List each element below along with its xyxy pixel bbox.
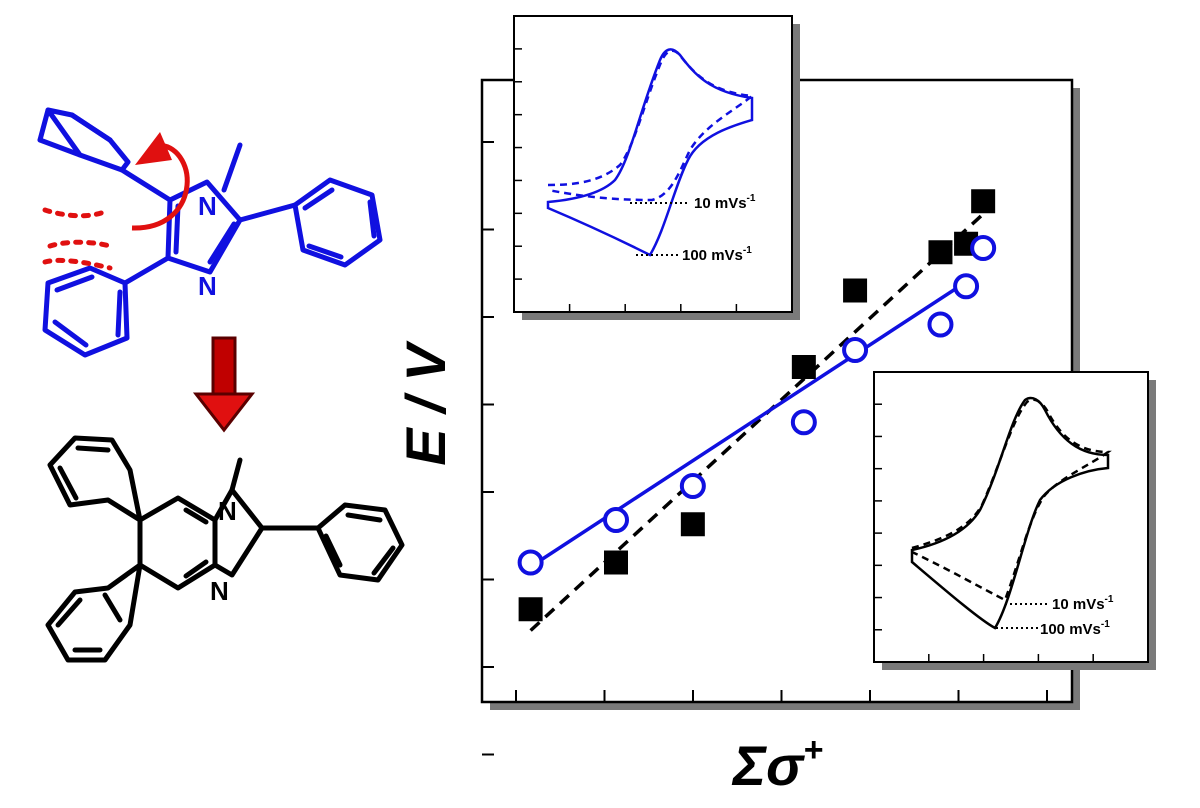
- inset-blue-label-10: 10 mVs-1: [694, 193, 756, 212]
- inset-blue-ticks: [514, 48, 738, 312]
- y-axis-title: E / V: [394, 340, 457, 466]
- square-point-0: [518, 597, 543, 622]
- bottom-atom-n2: N: [210, 576, 229, 606]
- main-chart-ticks: [482, 141, 1048, 756]
- square-point-5: [928, 240, 953, 265]
- circle-point-0: [517, 549, 544, 576]
- top-molecule: [37, 107, 383, 358]
- cv-blue-10: [547, 49, 756, 202]
- y-axis-title-text: E / V: [394, 340, 457, 466]
- top-atom-n2: N: [198, 271, 217, 301]
- inset-blue-frame: [513, 15, 793, 313]
- inset-black-ticks: [874, 403, 1094, 662]
- bottom-molecule: [45, 435, 405, 663]
- rotation-arrow: [131, 132, 190, 231]
- x-axis-title-main: Σσ: [731, 734, 805, 797]
- circle-point-4: [842, 337, 869, 363]
- circle-point-5: [927, 311, 954, 338]
- x-axis-title-sup: +: [803, 731, 823, 769]
- main-chart-points: [517, 189, 997, 622]
- x-axis-title: Σσ+: [731, 731, 823, 797]
- square-point-2: [680, 512, 705, 537]
- inset-black-cv: 10 mVs-1 100 mVs-1: [873, 371, 1156, 670]
- circle-point-2: [679, 473, 706, 499]
- square-point-3: [791, 355, 816, 379]
- cv-blue-100: [546, 48, 754, 257]
- circle-point-6: [953, 273, 980, 300]
- inset-black-label-10: 10 mVs-1: [1052, 594, 1114, 613]
- circle-point-3: [790, 409, 817, 436]
- inset-black-frame: [873, 371, 1149, 663]
- bottom-atom-n1: N: [218, 496, 237, 526]
- square-point-7: [971, 189, 996, 214]
- reaction-arrow: [192, 336, 256, 433]
- inset-blue-label-100: 100 mVs-1: [682, 245, 752, 264]
- top-atom-n1: N: [198, 191, 217, 221]
- circle-point-1: [603, 507, 629, 533]
- inset-blue-cv: 10 mVs-1 100 mVs-1: [513, 15, 800, 320]
- inset-black-label-100: 100 mVs-1: [1040, 619, 1110, 638]
- square-point-1: [604, 550, 628, 575]
- square-point-4: [843, 278, 868, 303]
- circle-point-7: [970, 235, 997, 261]
- steric-dots: [42, 207, 113, 271]
